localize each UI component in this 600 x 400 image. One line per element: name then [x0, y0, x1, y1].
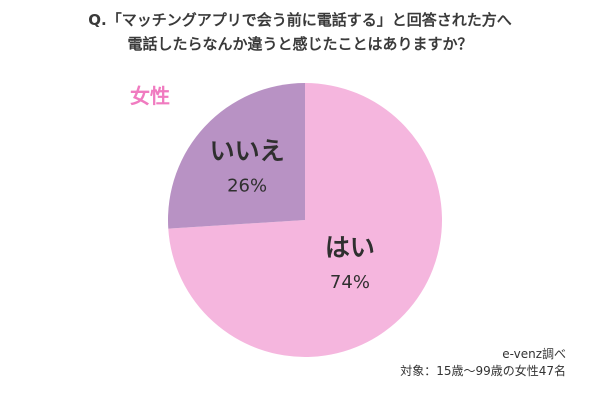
gender-label: 女性 [130, 84, 170, 108]
label-yes-name: はい [325, 233, 375, 262]
slice-no [168, 83, 305, 229]
credit-target: 対象：15歳〜99歳の女性47名 [400, 364, 566, 378]
label-no-value: 26% [227, 176, 267, 197]
credit: e-venz調べ 対象：15歳〜99歳の女性47名 [400, 346, 566, 380]
chart-title: Q.「マッチングアプリで会う前に電話する」と回答された方へ 電話したらなんか違う… [0, 8, 600, 56]
slice-yes [168, 83, 443, 358]
credit-source: e-venz調べ [502, 347, 566, 361]
title-line-2: 電話したらなんか違うと感じたことはありますか？ [127, 35, 473, 53]
title-line-1: Q.「マッチングアプリで会う前に電話する」と回答された方へ [88, 11, 512, 29]
label-no-name: いいえ [210, 137, 285, 166]
label-yes-value: 74% [330, 272, 370, 293]
